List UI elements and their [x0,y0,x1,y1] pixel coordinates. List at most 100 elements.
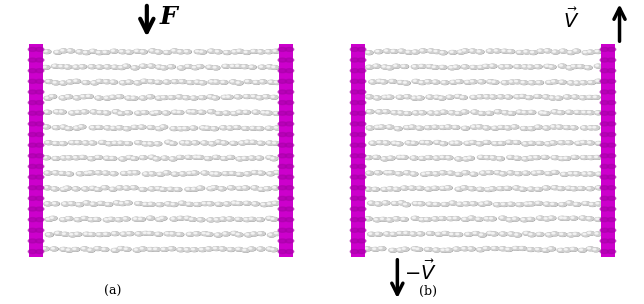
Circle shape [461,217,469,221]
Circle shape [193,202,201,206]
Circle shape [261,111,268,115]
Circle shape [426,188,429,189]
Circle shape [149,173,153,174]
Circle shape [236,186,243,190]
Circle shape [595,80,603,83]
Circle shape [410,156,417,160]
Circle shape [209,142,216,146]
Circle shape [529,157,531,158]
Circle shape [257,96,260,98]
Circle shape [447,217,455,221]
Circle shape [115,202,117,203]
Circle shape [381,188,388,191]
Circle shape [550,97,553,98]
Circle shape [433,172,440,176]
Circle shape [542,156,545,157]
Circle shape [221,141,228,145]
Circle shape [531,171,538,175]
Circle shape [43,156,50,160]
Circle shape [513,233,521,237]
Circle shape [527,233,535,237]
Circle shape [585,66,592,70]
Circle shape [236,248,243,251]
Circle shape [433,203,440,206]
Circle shape [368,232,375,236]
Circle shape [415,247,422,251]
Circle shape [77,172,80,174]
Circle shape [61,202,69,206]
Circle shape [140,51,144,52]
Circle shape [267,127,269,128]
Circle shape [521,111,529,114]
Circle shape [249,218,252,219]
Circle shape [80,110,88,113]
Circle shape [596,173,600,174]
Circle shape [372,247,379,251]
Circle shape [412,65,419,69]
Circle shape [533,156,540,160]
Circle shape [560,81,562,82]
Circle shape [534,65,542,68]
Circle shape [529,81,532,83]
Circle shape [124,218,126,219]
Circle shape [50,95,53,97]
Circle shape [446,187,448,188]
Circle shape [537,171,540,173]
Circle shape [420,141,427,144]
Circle shape [527,110,535,114]
Circle shape [77,50,80,52]
Circle shape [130,157,138,160]
Circle shape [580,96,587,100]
Circle shape [272,50,279,53]
Circle shape [160,96,168,99]
Circle shape [455,172,462,176]
Circle shape [375,79,383,83]
Circle shape [200,126,207,130]
Circle shape [184,216,191,220]
Circle shape [550,203,558,206]
Circle shape [582,173,585,174]
Circle shape [551,126,554,127]
Circle shape [178,248,181,250]
Circle shape [366,126,374,130]
Circle shape [231,112,238,115]
Circle shape [267,248,270,249]
Circle shape [462,247,465,249]
Circle shape [377,141,384,144]
Circle shape [395,127,402,130]
Circle shape [525,96,533,99]
Circle shape [207,218,214,222]
Circle shape [267,65,270,67]
Circle shape [190,218,193,219]
Circle shape [132,171,139,174]
Circle shape [480,172,484,173]
Circle shape [570,187,578,190]
Circle shape [470,172,478,176]
Circle shape [357,228,366,232]
Circle shape [431,125,439,129]
Circle shape [522,171,529,175]
Circle shape [528,81,535,85]
Circle shape [68,81,70,82]
Circle shape [368,233,375,236]
Circle shape [147,126,155,130]
Circle shape [247,247,255,251]
Circle shape [491,80,498,84]
Circle shape [493,142,496,143]
Circle shape [169,142,177,145]
Circle shape [231,202,239,205]
Circle shape [440,51,443,53]
Circle shape [173,173,175,174]
Circle shape [81,187,89,191]
Circle shape [558,141,565,144]
Circle shape [212,66,220,70]
Circle shape [28,250,37,254]
Circle shape [522,219,524,220]
Circle shape [542,112,549,115]
Circle shape [477,248,484,252]
Circle shape [243,95,251,98]
Circle shape [274,81,278,83]
Circle shape [52,202,59,206]
Circle shape [424,126,431,129]
Circle shape [426,248,428,250]
